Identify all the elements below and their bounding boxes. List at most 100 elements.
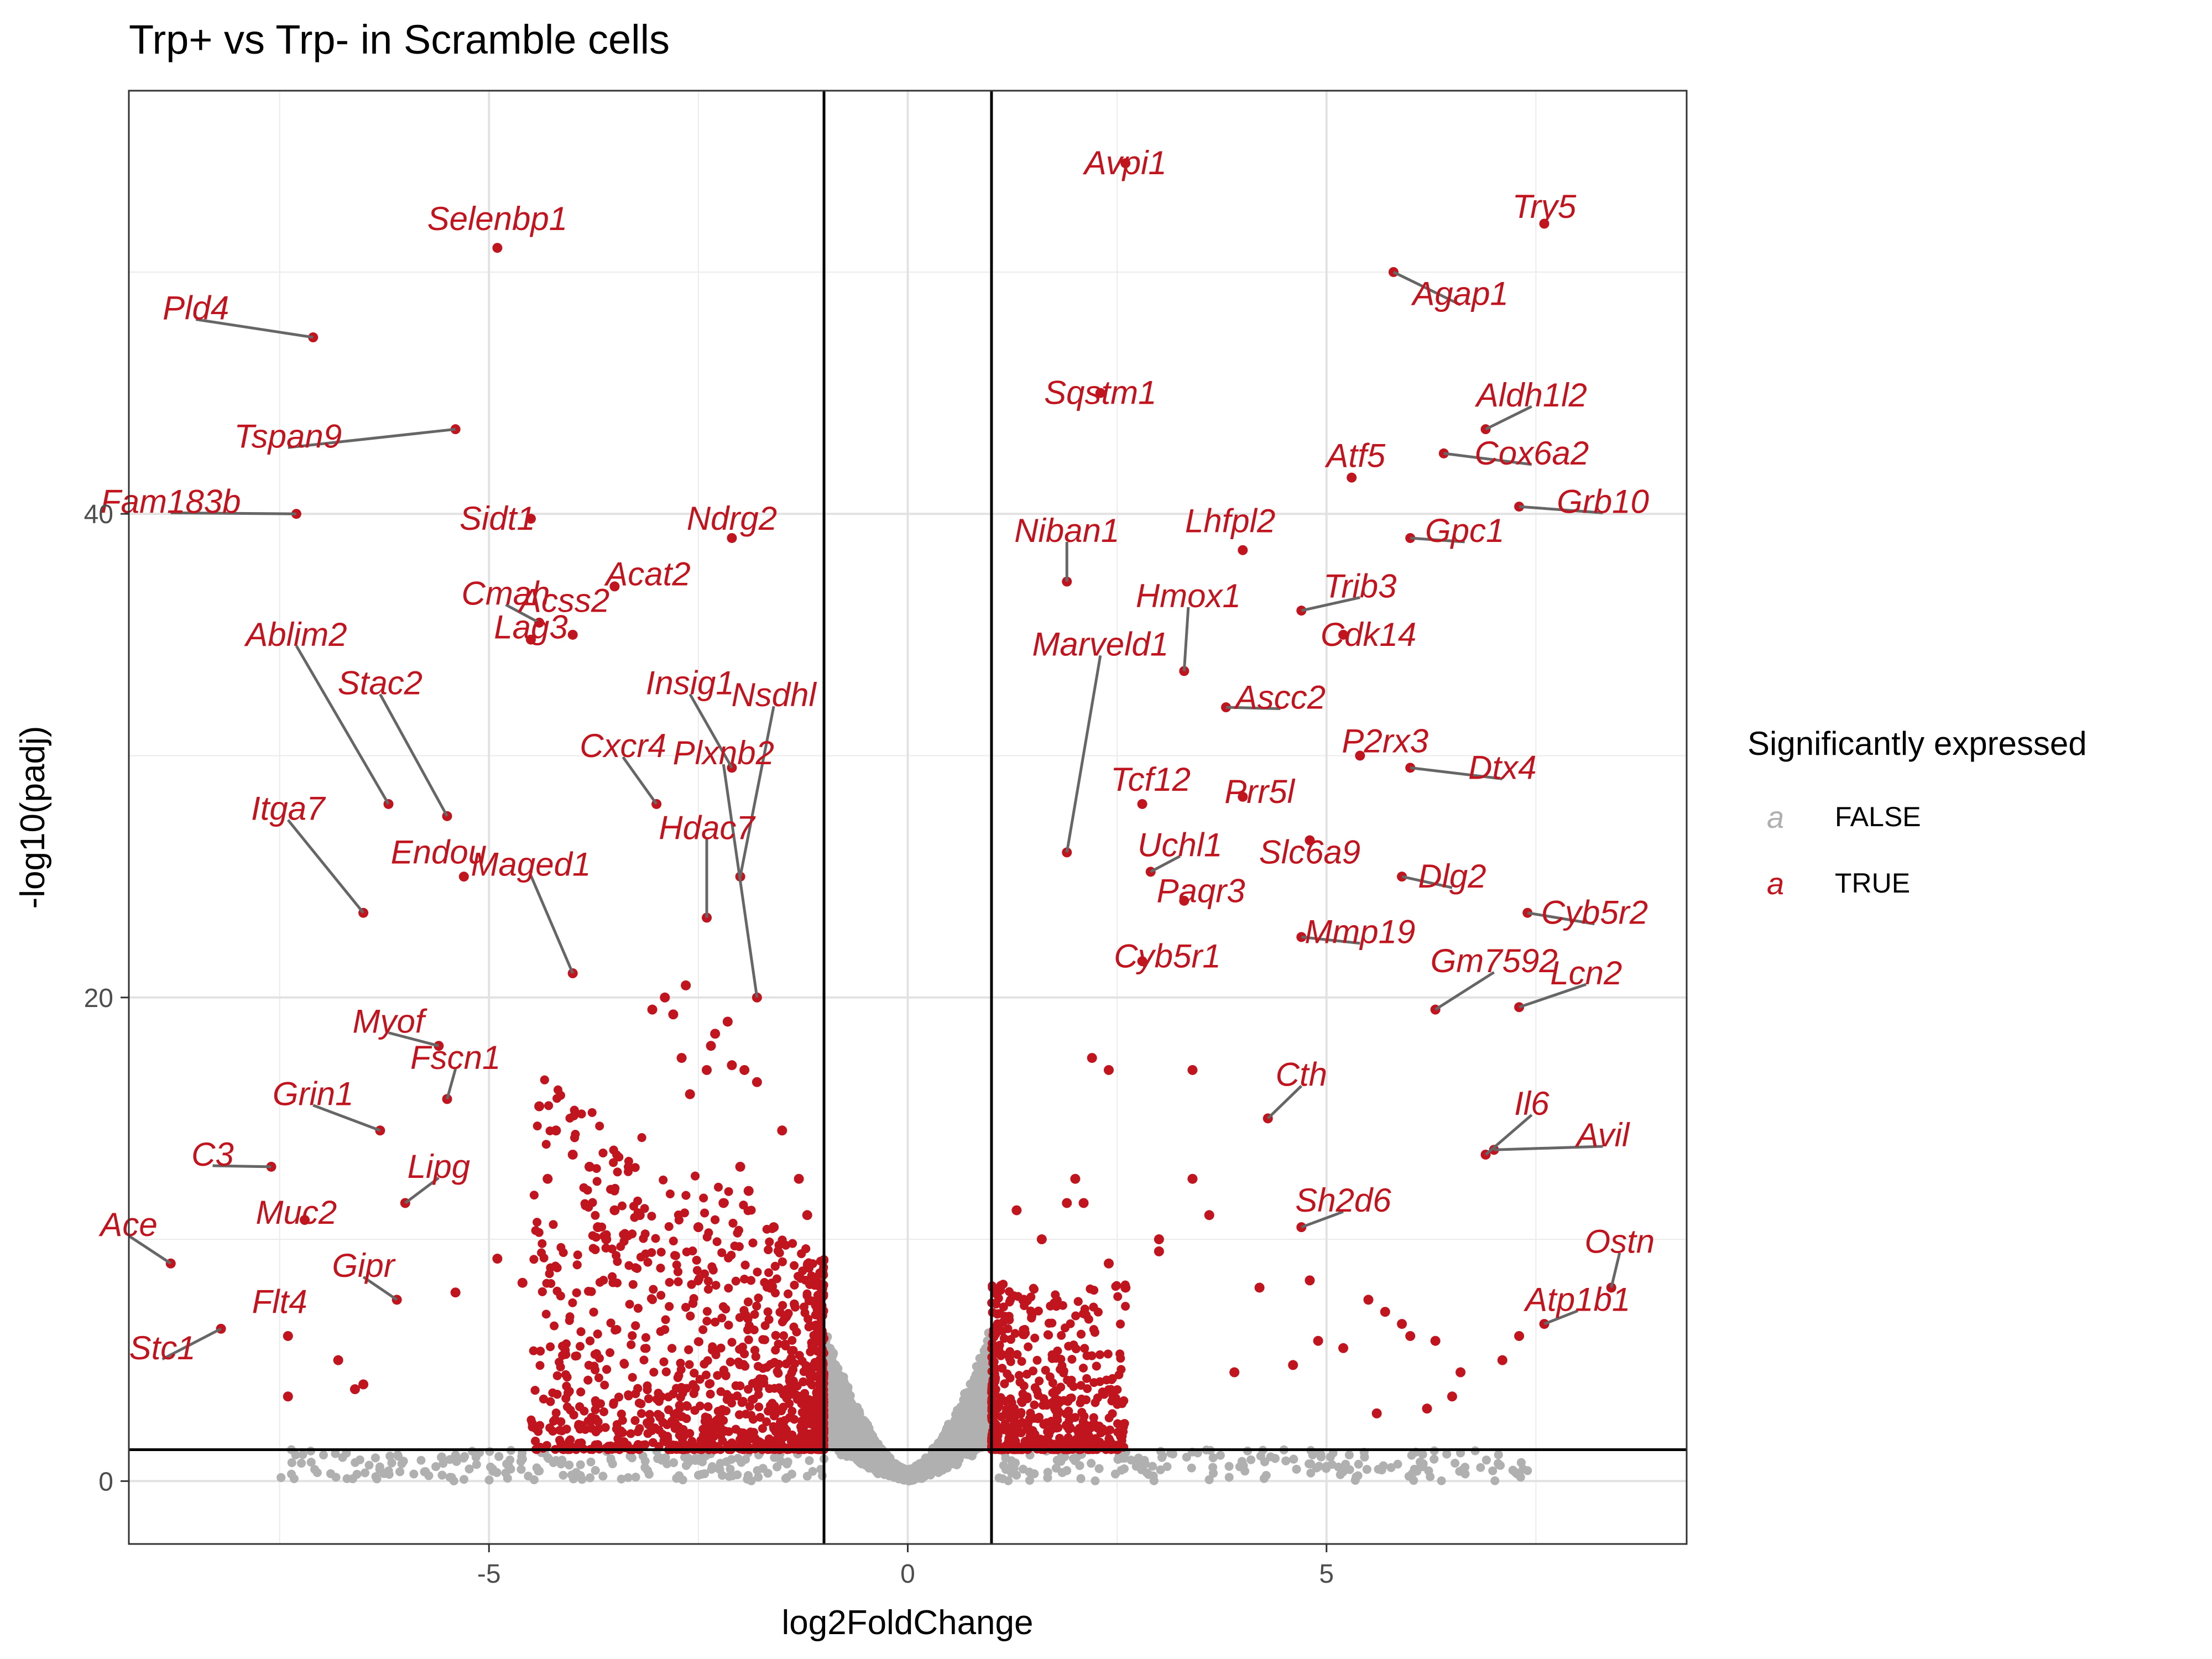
non-significant-point <box>1149 1472 1158 1480</box>
non-significant-point <box>974 1423 983 1432</box>
significant-point <box>1019 1390 1027 1399</box>
non-significant-point <box>420 1468 429 1477</box>
significant-point <box>779 1331 788 1340</box>
non-significant-point <box>1490 1477 1499 1485</box>
non-significant-point <box>1523 1466 1532 1475</box>
significant-point <box>538 1239 546 1248</box>
significant-point <box>545 1269 554 1278</box>
significant-point <box>595 1121 604 1130</box>
non-significant-point <box>557 1455 566 1464</box>
non-significant-point <box>559 1471 567 1480</box>
non-significant-point <box>319 1451 328 1459</box>
non-significant-point <box>1451 1459 1459 1468</box>
non-significant-point <box>1156 1447 1165 1456</box>
non-significant-point <box>1511 1468 1520 1477</box>
significant-point <box>790 1261 799 1270</box>
significant-point <box>1057 1331 1066 1340</box>
non-significant-point <box>837 1450 846 1459</box>
non-significant-point <box>1345 1451 1354 1459</box>
significant-point <box>573 1250 582 1259</box>
non-significant-point <box>608 1459 617 1468</box>
significant-point <box>764 1268 773 1277</box>
non-significant-point <box>886 1462 895 1470</box>
non-significant-point <box>438 1471 447 1480</box>
non-significant-point <box>1322 1462 1331 1471</box>
significant-point <box>732 1277 740 1286</box>
non-significant-point <box>1289 1455 1298 1464</box>
significant-point <box>1067 1355 1076 1364</box>
significant-point <box>702 1317 711 1326</box>
non-significant-point <box>1111 1470 1120 1479</box>
significant-point <box>714 1183 723 1192</box>
significant-point <box>599 1407 608 1416</box>
significant-point <box>1033 1356 1042 1365</box>
non-significant-point <box>916 1474 925 1483</box>
non-significant-point <box>326 1469 335 1478</box>
non-significant-point <box>803 1472 812 1481</box>
non-significant-point <box>770 1453 779 1462</box>
non-significant-point <box>843 1439 852 1448</box>
non-significant-point <box>1363 1465 1371 1474</box>
significant-point <box>764 1307 773 1316</box>
non-significant-point <box>518 1455 527 1464</box>
non-significant-point <box>465 1464 474 1473</box>
significant-point <box>665 1278 674 1287</box>
non-significant-point <box>1354 1460 1363 1469</box>
significant-point <box>606 1348 614 1357</box>
significant-point <box>1077 1381 1086 1390</box>
non-significant-point <box>276 1473 285 1482</box>
significant-point <box>712 1281 721 1290</box>
non-significant-point <box>978 1359 987 1368</box>
significant-point <box>699 1193 708 1202</box>
non-significant-point <box>669 1458 678 1467</box>
non-significant-point <box>1326 1453 1335 1462</box>
significant-point <box>728 1338 737 1347</box>
non-significant-point <box>1260 1458 1269 1467</box>
non-significant-point <box>361 1468 369 1477</box>
non-significant-point <box>1187 1464 1196 1473</box>
non-significant-point <box>737 1458 746 1467</box>
non-significant-point <box>1336 1470 1345 1479</box>
non-significant-point <box>773 1463 781 1472</box>
non-significant-point <box>1292 1465 1301 1474</box>
significant-point <box>698 1326 707 1334</box>
non-significant-point <box>831 1360 840 1369</box>
non-significant-point <box>535 1467 544 1475</box>
non-significant-point <box>1494 1451 1503 1459</box>
non-significant-point <box>502 1459 511 1468</box>
non-significant-point <box>372 1472 380 1481</box>
non-significant-point <box>805 1456 814 1465</box>
non-significant-point <box>961 1419 970 1428</box>
significant-point <box>625 1300 634 1309</box>
significant-point <box>628 1373 637 1382</box>
non-significant-point <box>959 1401 968 1410</box>
non-significant-point <box>1430 1455 1438 1464</box>
significant-point <box>647 1212 656 1220</box>
significant-point <box>657 1248 666 1256</box>
non-significant-point <box>1095 1464 1104 1473</box>
non-significant-point <box>787 1470 796 1479</box>
non-significant-point <box>700 1469 709 1478</box>
non-significant-point <box>759 1464 768 1473</box>
significant-point <box>594 1374 603 1383</box>
non-significant-point <box>530 1475 539 1484</box>
non-significant-point <box>1225 1473 1234 1481</box>
non-significant-point <box>852 1452 860 1460</box>
non-significant-point <box>1308 1451 1317 1459</box>
non-significant-point <box>995 1474 1004 1483</box>
significant-point <box>669 1237 678 1245</box>
non-significant-point <box>587 1458 596 1467</box>
non-significant-point <box>672 1474 681 1483</box>
non-significant-point <box>472 1453 481 1462</box>
non-significant-point <box>1058 1468 1067 1477</box>
significant-point <box>643 1418 651 1427</box>
non-significant-point <box>617 1475 626 1484</box>
non-significant-point <box>691 1456 700 1465</box>
non-significant-point <box>860 1441 869 1449</box>
non-significant-point <box>861 1424 870 1433</box>
non-significant-point <box>837 1376 846 1385</box>
non-significant-point <box>446 1473 455 1482</box>
non-significant-point <box>632 1473 640 1481</box>
significant-point <box>563 1373 572 1381</box>
non-significant-point <box>837 1395 846 1404</box>
